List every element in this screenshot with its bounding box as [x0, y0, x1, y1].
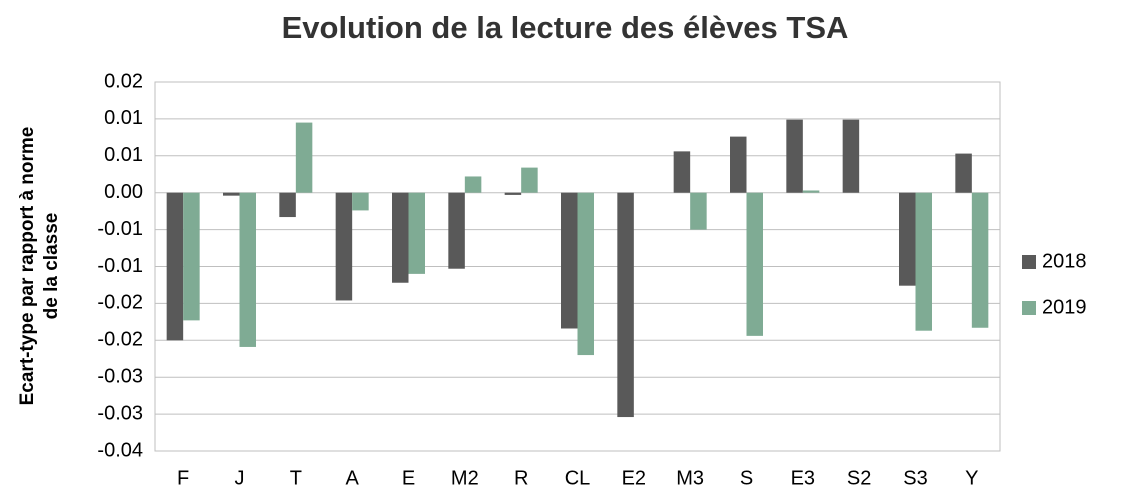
y-tick-label: -0.01	[97, 255, 143, 277]
bar	[577, 192, 594, 356]
chart-title: Evolution de la lecture des élèves TSA	[282, 10, 849, 45]
legend-swatch	[1022, 301, 1036, 315]
x-tick-label: E3	[791, 467, 815, 489]
bar	[392, 192, 409, 283]
bar	[786, 119, 803, 193]
bar	[239, 192, 256, 347]
y-tick-label: -0.04	[97, 439, 143, 461]
bar	[673, 151, 691, 193]
bar	[448, 192, 465, 269]
legend-label: 2019	[1042, 296, 1087, 318]
bar	[915, 192, 932, 331]
bar	[842, 119, 860, 193]
x-tick-label: J	[235, 467, 245, 489]
x-tick-label: M3	[676, 467, 704, 489]
y-tick-label: -0.02	[97, 292, 143, 314]
x-tick-label: S	[740, 467, 753, 489]
y-tick-label: -0.03	[97, 402, 143, 424]
y-tick-label: -0.01	[97, 218, 143, 240]
y-tick-label: -0.03	[97, 365, 143, 387]
x-tick-label: M2	[451, 467, 479, 489]
y-tick-label: -0.02	[97, 329, 143, 351]
x-tick-label: E	[402, 467, 415, 489]
bar	[730, 136, 747, 193]
bar	[899, 192, 916, 286]
y-axis-title: Ecart-type par rapport à norme de la cla…	[17, 127, 62, 406]
bar	[561, 192, 578, 329]
x-tick-label: R	[514, 467, 528, 489]
bar	[521, 167, 538, 193]
bar	[464, 176, 482, 193]
bar	[955, 153, 972, 193]
x-tick-label: S2	[847, 467, 871, 489]
bar	[690, 192, 707, 230]
bar	[223, 192, 240, 196]
bar	[971, 192, 989, 328]
bar	[352, 192, 369, 211]
y-tick-label: 0.01	[104, 144, 143, 166]
bar	[617, 192, 634, 418]
bar	[746, 192, 763, 336]
x-tick-label: T	[290, 467, 302, 489]
bar	[335, 192, 353, 301]
y-tick-label: 0.02	[104, 70, 143, 92]
y-axis-title-line: Ecart-type par rapport à norme	[17, 127, 38, 406]
bar	[166, 192, 184, 341]
bar	[802, 190, 820, 193]
legend-swatch	[1022, 255, 1036, 269]
x-tick-label: CL	[565, 467, 591, 489]
bar	[504, 192, 522, 195]
bar	[183, 192, 200, 321]
x-tick-label: A	[345, 467, 359, 489]
x-tick-label: Y	[965, 467, 978, 489]
bar	[279, 192, 296, 218]
y-tick-label: 0.01	[104, 107, 143, 129]
plot-border	[154, 81, 1001, 452]
bar	[295, 122, 313, 193]
y-tick-label: 0.00	[104, 181, 143, 203]
legend-label: 2018	[1042, 250, 1087, 272]
x-tick-label: F	[177, 467, 189, 489]
x-tick-label: S3	[903, 467, 927, 489]
x-tick-label: E2	[622, 467, 646, 489]
y-axis-title-line: de la classe	[41, 213, 62, 320]
bar	[408, 192, 425, 274]
